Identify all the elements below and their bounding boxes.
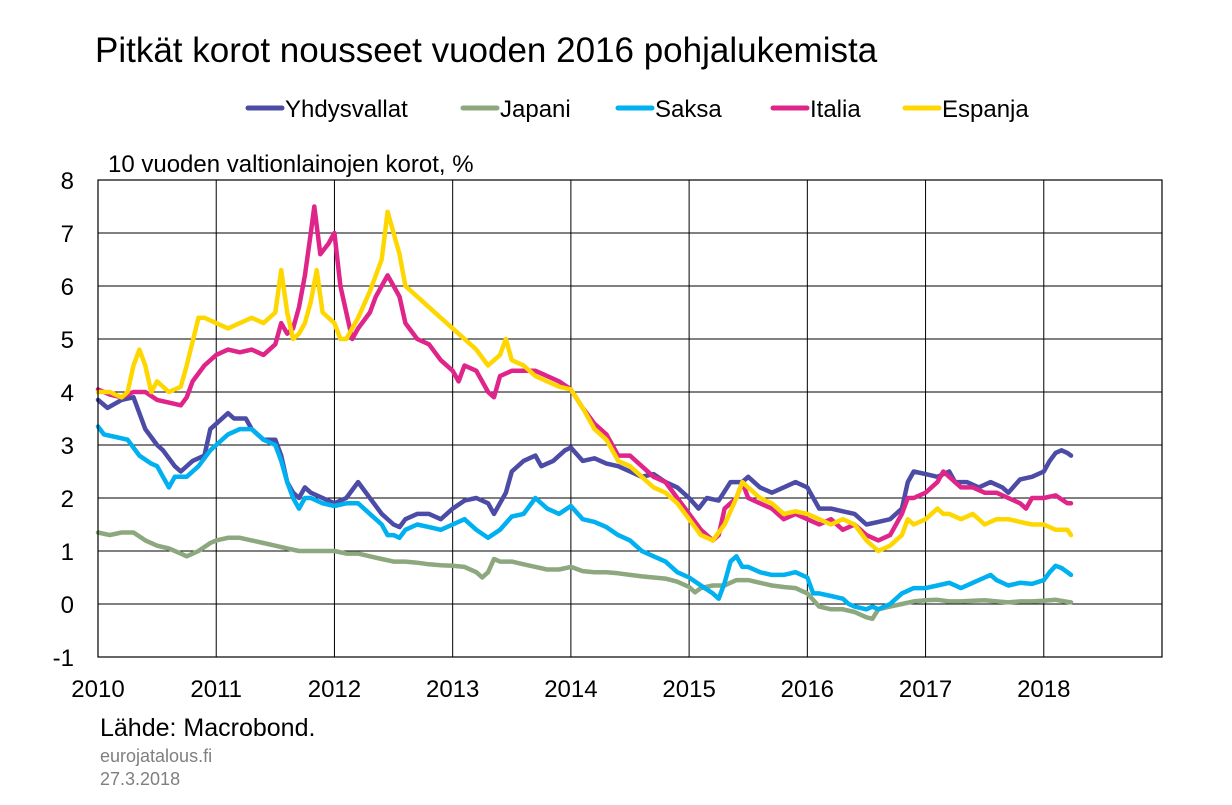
series-lines — [95, 204, 1074, 622]
legend-label: Saksa — [655, 96, 722, 123]
y-tick-label: -1 — [53, 645, 74, 672]
y-tick-label: 7 — [61, 221, 74, 248]
y-axis-label: 10 vuoden valtionlainojen korot, % — [108, 151, 474, 178]
date-text: 27.3.2018 — [100, 769, 180, 789]
x-axis-ticks: 2010 2011 2012 2013 2014 2015 2016 2017 2018 — [71, 676, 1070, 703]
site-text: eurojatalous.fi — [100, 746, 212, 766]
x-tick-label: 2013 — [426, 676, 479, 703]
legend-label: Japani — [500, 96, 571, 123]
y-tick-label: 3 — [61, 433, 74, 460]
y-tick-label: 8 — [61, 168, 74, 195]
plot-frame — [97, 179, 1163, 658]
legend: Yhdysvallat Japani Saksa Italia Espanja — [245, 96, 1029, 123]
series-line-italia — [95, 204, 1074, 543]
gridlines — [97, 179, 1163, 658]
x-tick-label: 2018 — [1017, 676, 1070, 703]
x-tick-label: 2011 — [190, 676, 242, 703]
x-tick-label: 2017 — [899, 676, 952, 703]
series-line-espanja — [95, 209, 1074, 554]
y-tick-label: 0 — [61, 592, 74, 619]
legend-label: Yhdysvallat — [285, 96, 408, 123]
x-tick-label: 2012 — [308, 676, 361, 703]
legend-label: Italia — [810, 96, 861, 123]
y-axis-ticks: -1 0 1 2 3 4 5 6 7 8 — [53, 168, 74, 672]
chart-title: Pitkät korot nousseet vuoden 2016 pohjal… — [95, 31, 878, 70]
y-tick-label: 4 — [61, 380, 74, 407]
series-line-japani — [95, 530, 1074, 622]
y-tick-label: 5 — [61, 327, 74, 354]
y-tick-label: 2 — [61, 486, 74, 513]
x-tick-label: 2016 — [781, 676, 834, 703]
source-text: Lähde: Macrobond. — [100, 714, 315, 742]
series-line-saksa — [95, 424, 1074, 612]
x-tick-label: 2014 — [544, 676, 597, 703]
x-tick-label: 2010 — [71, 676, 124, 703]
y-tick-label: 6 — [61, 274, 74, 301]
series-line-yhdysvallat — [95, 395, 1074, 530]
legend-label: Espanja — [942, 96, 1029, 123]
x-tick-label: 2015 — [662, 676, 715, 703]
y-tick-label: 1 — [61, 539, 74, 566]
